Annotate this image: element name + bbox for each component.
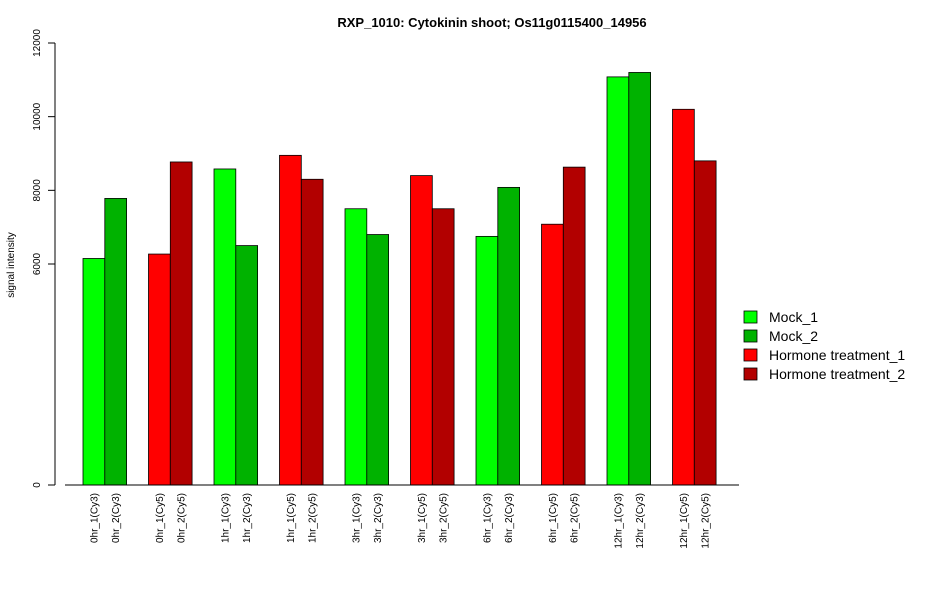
x-tick-label: 6hr_1(Cy3) <box>482 493 493 543</box>
x-tick-label: 3hr_1(Cy3) <box>351 493 362 543</box>
x-tick-label: 0hr_2(Cy5) <box>177 493 188 543</box>
x-tick-label: 3hr_2(Cy5) <box>439 493 450 543</box>
bar-0hr_2(Cy3) <box>104 198 128 486</box>
bar-0hr_1(Cy3) <box>82 258 106 486</box>
bar-6hr_2(Cy3) <box>497 186 520 486</box>
x-tick-label: 1hr_2(Cy3) <box>242 493 253 543</box>
bar-12hr_1(Cy3) <box>606 76 630 486</box>
x-tick-label: 12hr_1(Cy5) <box>679 493 690 549</box>
legend-label: Hormone treatment_2 <box>769 366 905 382</box>
legend-label: Hormone treatment_1 <box>769 347 905 363</box>
y-axis-label: signal intensity <box>6 232 17 298</box>
bar-3hr_2(Cy3) <box>366 234 389 486</box>
bar-12hr_2(Cy5) <box>693 160 717 486</box>
bar-12hr_2(Cy3) <box>628 72 651 486</box>
x-tick-label: 0hr_1(Cy3) <box>89 493 100 543</box>
legend-swatch <box>743 329 758 343</box>
x-tick-label: 1hr_1(Cy5) <box>286 493 297 543</box>
bar-1hr_2(Cy3) <box>235 245 259 486</box>
legend-label: Mock_1 <box>769 309 818 325</box>
y-tick-label: 10000 <box>32 102 43 130</box>
bars-group <box>82 72 717 486</box>
bar-3hr_1(Cy3) <box>344 208 368 486</box>
x-tick-label: 12hr_2(Cy3) <box>635 493 646 549</box>
x-axis: 0hr_1(Cy3) 0hr_2(Cy3) 0hr_1(Cy5) 0hr_2(Cy5)… <box>65 484 739 549</box>
legend-swatch <box>743 348 758 362</box>
bar-3hr_1(Cy5) <box>410 175 433 486</box>
y-axis: 0 6000 8000 10000 12000 <box>32 29 56 488</box>
y-tick-label: 12000 <box>32 29 43 57</box>
bar-0hr_1(Cy5) <box>148 253 171 486</box>
bar-6hr_1(Cy3) <box>475 235 499 486</box>
x-tick-label: 3hr_1(Cy5) <box>417 493 428 543</box>
legend-swatch <box>743 367 758 381</box>
x-tick-label: 6hr_2(Cy5) <box>570 493 581 543</box>
legend-swatch <box>743 310 758 324</box>
x-tick-label: 1hr_2(Cy5) <box>308 493 319 543</box>
x-tick-label: 0hr_1(Cy5) <box>155 493 166 543</box>
x-tick-label: 1hr_1(Cy3) <box>220 493 231 543</box>
bar-3hr_2(Cy5) <box>431 208 455 486</box>
x-tick-label: 0hr_2(Cy3) <box>111 493 122 543</box>
bar-0hr_2(Cy5) <box>169 161 193 486</box>
bar-1hr_1(Cy5) <box>279 154 302 486</box>
chart-title: RXP_1010: Cytokinin shoot; Os11g0115400_… <box>337 15 646 30</box>
bar-1hr_2(Cy5) <box>300 178 324 486</box>
y-tick-label: 6000 <box>32 252 43 275</box>
bar-6hr_2(Cy5) <box>562 166 586 486</box>
y-tick-label: 0 <box>32 482 43 488</box>
legend: Mock_1 Mock_2 Hormone treatment_1 Hormone t… <box>743 309 905 382</box>
bar-1hr_1(Cy3) <box>213 168 237 486</box>
bar-12hr_1(Cy5) <box>672 108 695 486</box>
legend-label: Mock_2 <box>769 328 818 344</box>
y-tick-label: 8000 <box>32 179 43 202</box>
x-tick-label: 12hr_1(Cy3) <box>613 493 624 549</box>
x-tick-label: 6hr_2(Cy3) <box>504 493 515 543</box>
x-tick-label: 3hr_2(Cy3) <box>373 493 384 543</box>
x-tick-label: 12hr_2(Cy5) <box>701 493 712 549</box>
x-tick-label: 6hr_1(Cy5) <box>548 493 559 543</box>
bar-6hr_1(Cy5) <box>541 223 564 486</box>
